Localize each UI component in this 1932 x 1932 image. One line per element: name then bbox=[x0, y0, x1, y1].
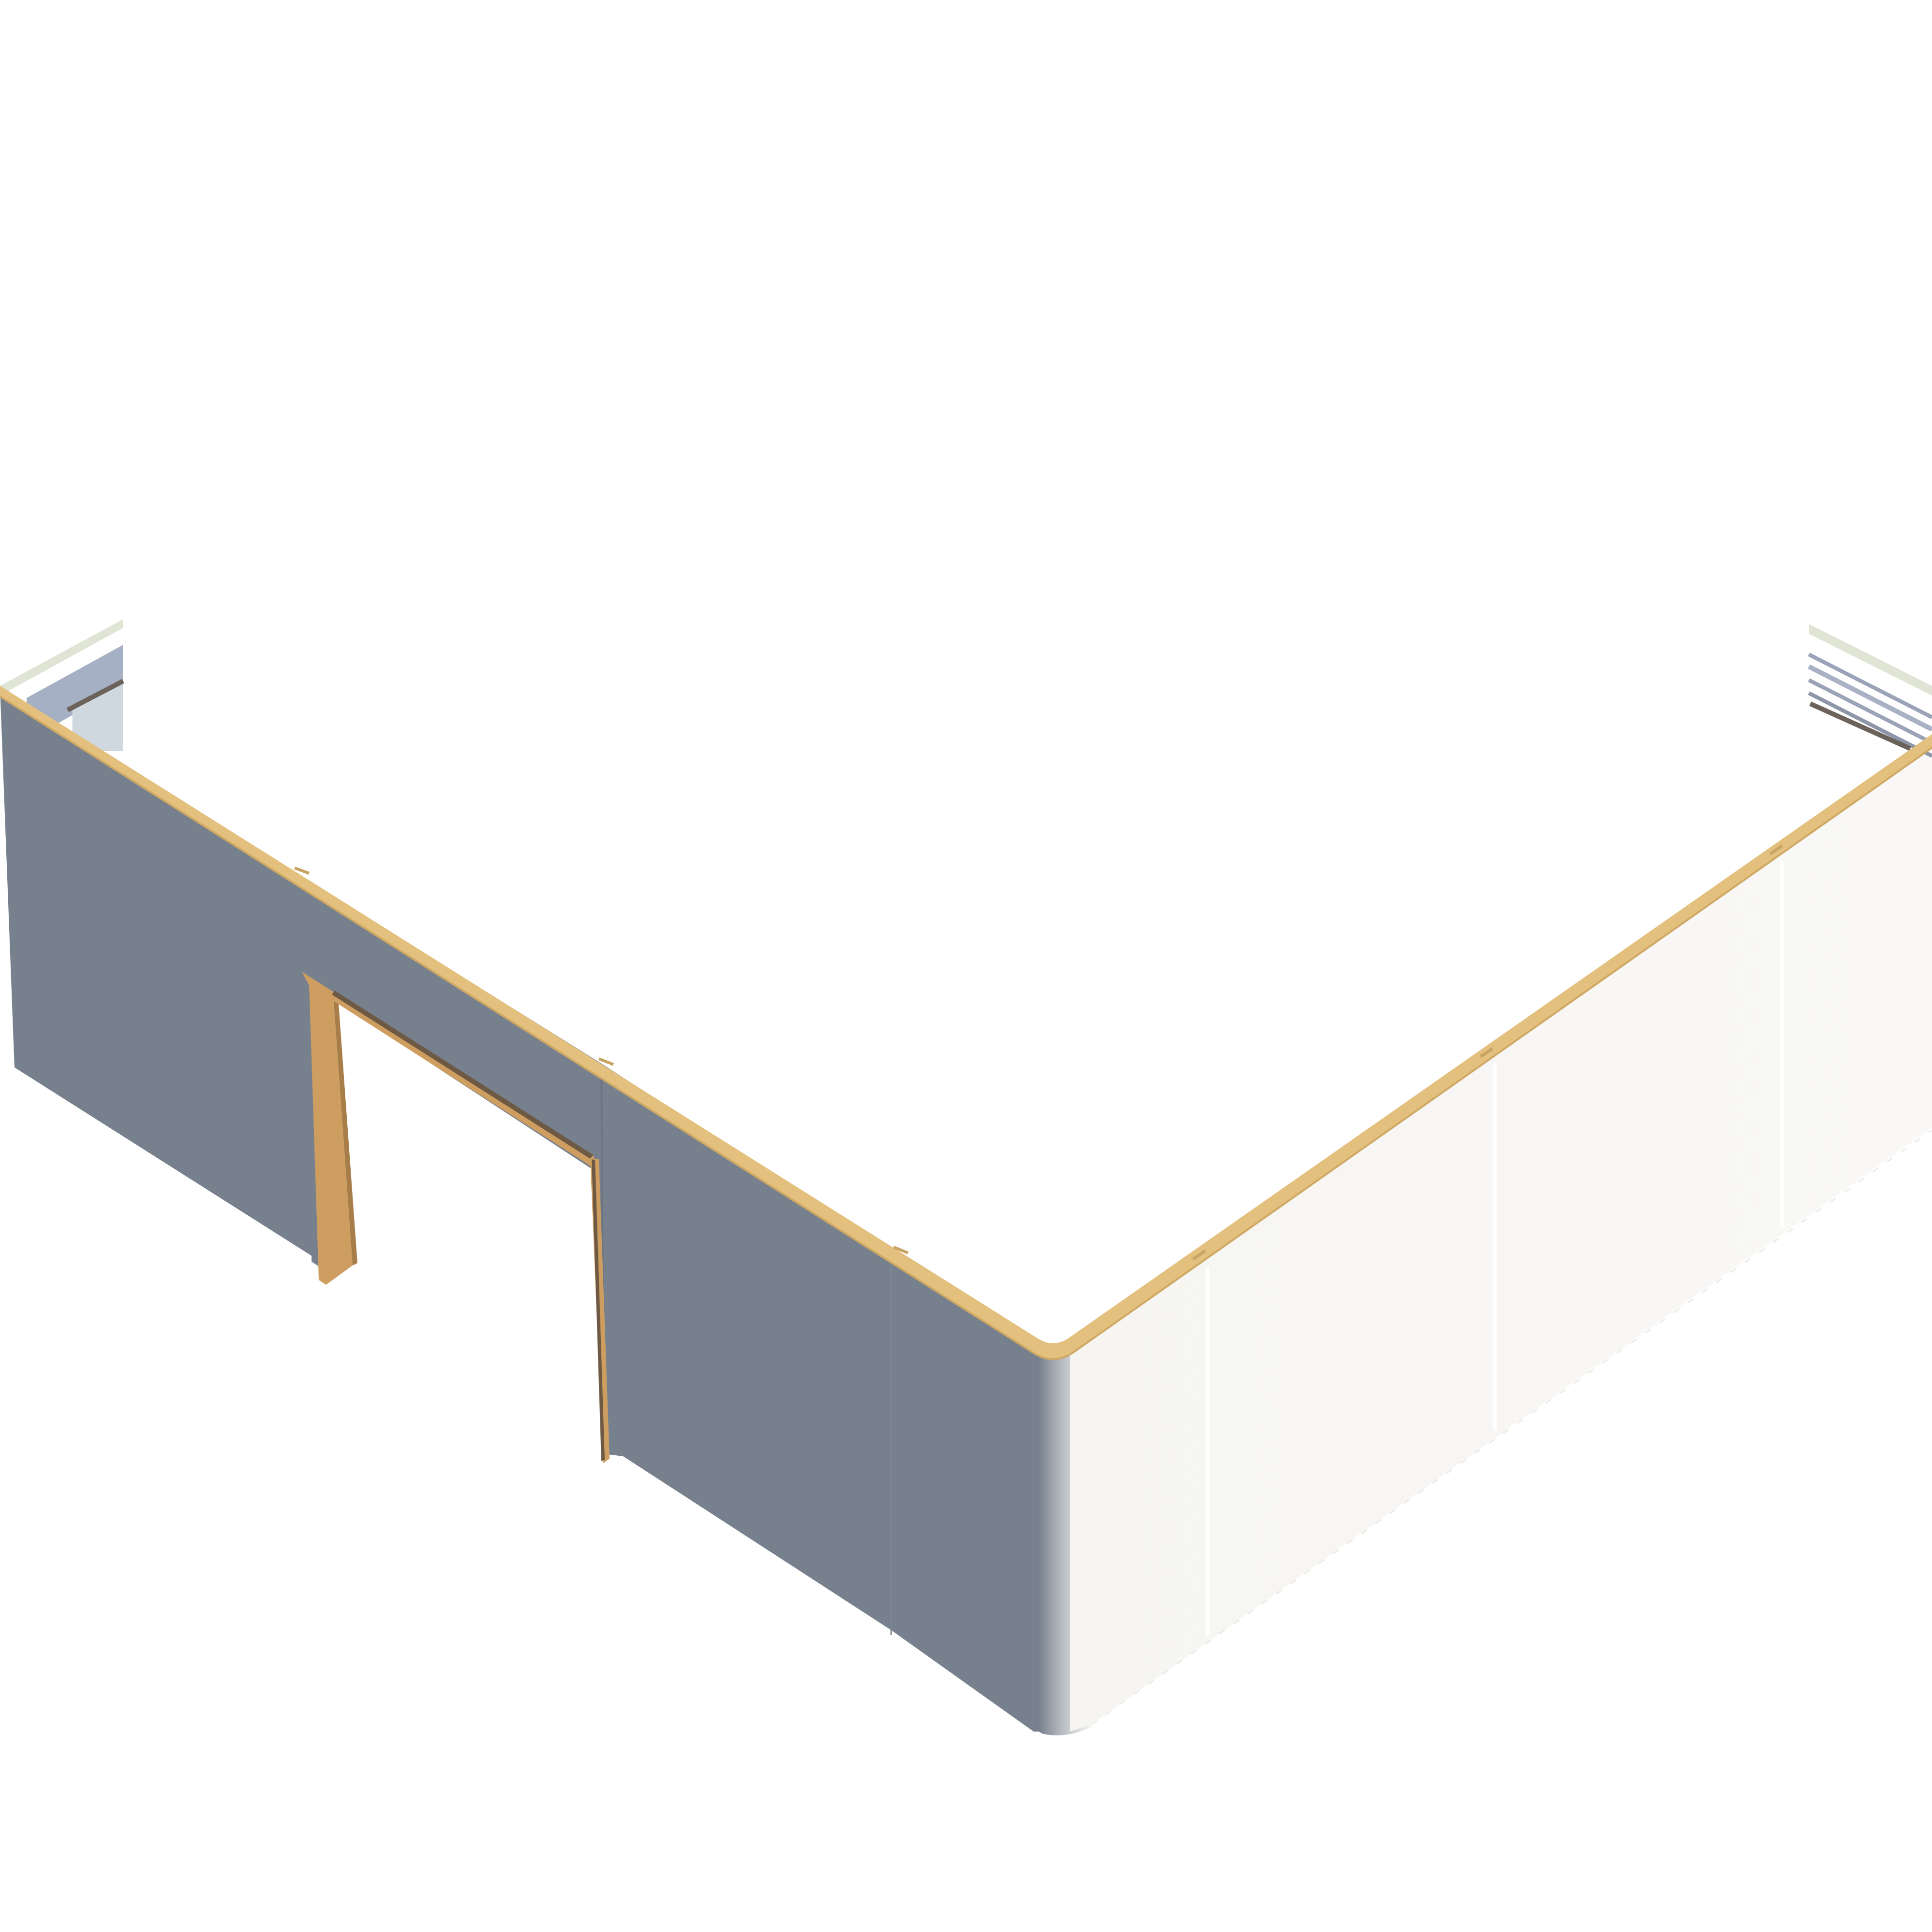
right-wall-face bbox=[1070, 739, 1932, 1732]
right-wall bbox=[1070, 739, 1932, 1732]
left-wall-face-rear bbox=[604, 1065, 1053, 1732]
left-end-section bbox=[0, 619, 125, 751]
door-frame-left-jamb bbox=[309, 985, 353, 1285]
right-end-section bbox=[1807, 624, 1932, 758]
door-opening bbox=[302, 972, 610, 1463]
wall-top-cap bbox=[0, 686, 1932, 1360]
